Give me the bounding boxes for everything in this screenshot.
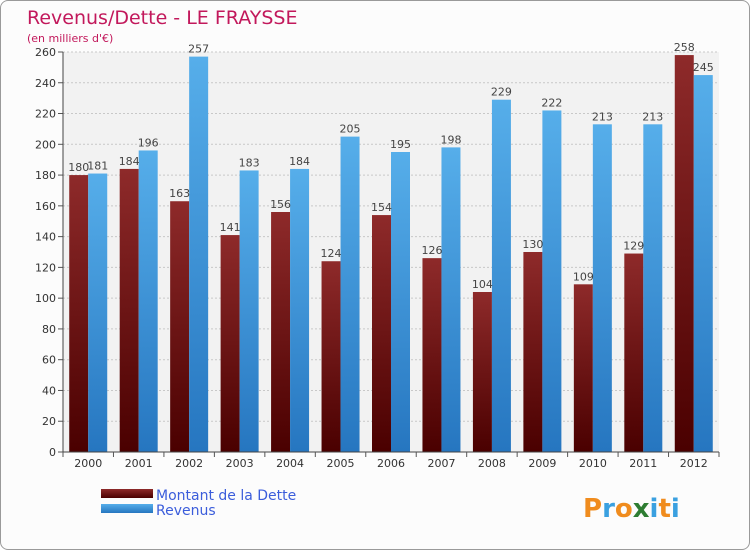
data-label: 213: [642, 110, 663, 123]
x-tick-label: 2008: [478, 457, 506, 470]
logo-letter: x: [633, 494, 650, 524]
bar-revenus: [189, 56, 209, 452]
bar-dette: [271, 212, 291, 452]
y-tick-label: 100: [35, 292, 56, 305]
data-label: 130: [522, 238, 543, 251]
y-tick-label: 80: [42, 323, 56, 336]
bar-revenus: [441, 147, 461, 452]
y-tick-label: 140: [35, 231, 56, 244]
bar-revenus: [239, 170, 259, 452]
data-label: 213: [592, 110, 613, 123]
bar-revenus: [290, 168, 310, 452]
data-label: 184: [119, 155, 140, 168]
bar-dette: [119, 168, 139, 452]
bar-revenus: [340, 136, 360, 452]
bar-dette: [170, 201, 190, 452]
legend-swatch-revenus: [101, 504, 153, 513]
y-tick-label: 0: [49, 446, 56, 459]
y-tick-label: 40: [42, 384, 56, 397]
bar-dette: [472, 292, 492, 452]
x-tick-label: 2010: [579, 457, 607, 470]
data-label: 163: [169, 187, 190, 200]
bar-dette: [674, 55, 694, 452]
y-tick-label: 220: [35, 108, 56, 121]
data-label: 124: [321, 247, 342, 260]
x-tick-label: 2002: [175, 457, 203, 470]
bar-revenus: [491, 99, 511, 452]
bar-dette: [422, 258, 442, 452]
logo-letter: o: [615, 494, 633, 524]
data-label: 205: [340, 123, 361, 136]
legend-label-revenus: Revenus: [156, 503, 216, 519]
data-label: 104: [472, 278, 493, 291]
x-tick-label: 2012: [680, 457, 708, 470]
x-tick-label: 2011: [629, 457, 657, 470]
data-label: 154: [371, 201, 392, 214]
x-tick-label: 2006: [377, 457, 405, 470]
data-label: 141: [220, 221, 241, 234]
bar-revenus: [693, 75, 713, 453]
bar-revenus: [542, 110, 562, 452]
y-tick-label: 180: [35, 169, 56, 182]
data-label: 180: [68, 161, 89, 174]
bar-dette: [523, 252, 543, 452]
data-label: 229: [491, 86, 512, 99]
data-label: 126: [421, 244, 442, 257]
data-label: 195: [390, 138, 411, 151]
bar-dette: [220, 235, 240, 452]
bar-dette: [624, 253, 644, 452]
chart-subtitle: (en milliers d'€): [27, 32, 113, 45]
logo-letter: t: [658, 494, 670, 524]
x-tick-label: 2004: [276, 457, 304, 470]
x-tick-label: 2000: [74, 457, 102, 470]
data-label: 129: [623, 240, 644, 253]
data-label: 222: [541, 96, 562, 109]
legend-swatch-debt: [101, 489, 153, 498]
bar-revenus: [391, 152, 410, 452]
bar-dette: [321, 261, 341, 452]
data-label: 245: [693, 61, 714, 74]
y-tick-label: 240: [35, 77, 56, 90]
bar-dette: [372, 215, 391, 452]
chart-title: Revenus/Dette - LE FRAYSSE: [27, 7, 297, 29]
legend: Montant de la Dette Revenus: [101, 488, 296, 519]
logo-letter: r: [602, 494, 615, 524]
y-tick-label: 260: [35, 46, 56, 59]
y-tick-label: 20: [42, 415, 56, 428]
logo-letter: i: [650, 494, 659, 524]
logo-letter: i: [671, 494, 680, 524]
y-tick-label: 60: [42, 354, 56, 367]
y-tick-label: 160: [35, 200, 56, 213]
data-label: 258: [674, 41, 695, 54]
data-label: 198: [440, 133, 461, 146]
x-tick-label: 2003: [226, 457, 254, 470]
bars: [69, 55, 713, 453]
data-label: 156: [270, 198, 291, 211]
bar-revenus: [592, 124, 612, 453]
x-tick-label: 2007: [427, 457, 455, 470]
data-label: 196: [138, 136, 159, 149]
data-label: 257: [188, 43, 209, 56]
y-tick-label: 200: [35, 138, 56, 151]
proxiti-logo: Proxiti: [583, 494, 680, 524]
data-label: 184: [289, 155, 310, 168]
x-tick-label: 2009: [528, 457, 556, 470]
data-label: 181: [87, 160, 108, 173]
bar-revenus: [138, 150, 158, 452]
x-tick-label: 2005: [327, 457, 355, 470]
bar-revenus: [88, 173, 108, 453]
y-tick-label: 120: [35, 261, 56, 274]
bar-revenus: [643, 124, 663, 453]
bar-dette: [69, 175, 89, 453]
data-label: 109: [573, 270, 594, 283]
x-tick-label: 2001: [125, 457, 153, 470]
logo-letter: P: [583, 494, 602, 524]
axes: 0 20 40 60 80 100 120 140 160 180 200 220 240 260 2000…: [35, 46, 720, 470]
legend-label-debt: Montant de la Dette: [156, 488, 296, 504]
data-label: 183: [239, 156, 260, 169]
bar-dette: [573, 284, 593, 452]
